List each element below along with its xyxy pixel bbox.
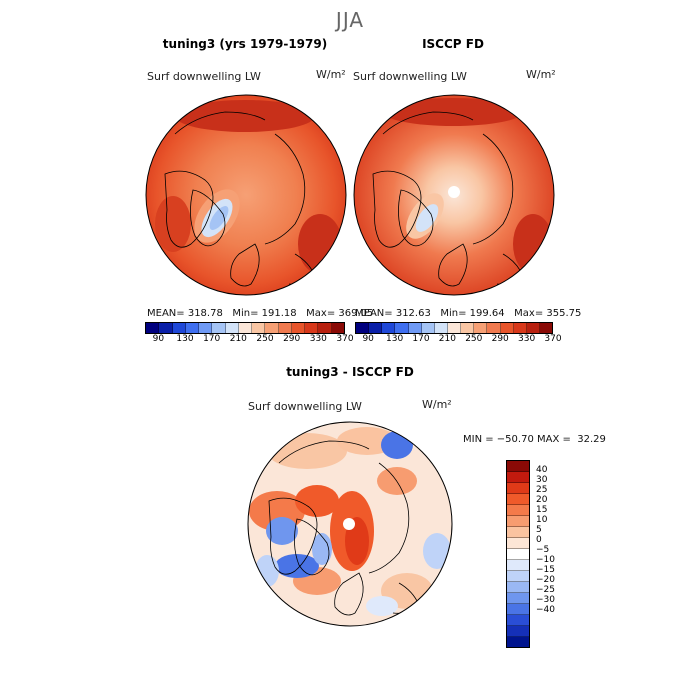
colorbar-swatch <box>507 615 529 626</box>
colorbar-tick-label: 290 <box>491 334 509 344</box>
colorbar-swatch <box>305 323 319 333</box>
colorbar-tick-label: 15 <box>536 505 548 515</box>
colorbar-tick-label: 370 <box>336 334 354 344</box>
diff-polar-map <box>247 421 453 627</box>
diff-stats: MIN = −50.70 MAX = 32.29 <box>463 434 606 445</box>
colorbar-tick-label: 210 <box>438 334 456 344</box>
colorbar-swatch <box>265 323 279 333</box>
colorbar-swatch <box>447 323 462 333</box>
colorbar-tick-label: 0 <box>536 535 542 545</box>
colorbar-swatch <box>507 461 529 472</box>
colorbar-swatch <box>356 323 370 333</box>
model-panel-title: tuning3 (yrs 1979-1979) <box>162 37 328 51</box>
obs-colorbar: 90 130 170 210 250 290 330 370 <box>355 322 562 346</box>
colorbar-tick-label: 330 <box>518 334 536 344</box>
colorbar-swatch <box>513 323 527 333</box>
colorbar-swatch <box>291 323 306 333</box>
colorbar-tick-label: 130 <box>386 334 404 344</box>
colorbar-swatch <box>539 323 553 333</box>
colorbar-swatch <box>507 637 529 647</box>
obs-stats: MEAN= 312.63 Min= 199.64 Max= 355.75 <box>355 308 582 319</box>
model-units-label: W/m² <box>316 68 346 81</box>
colorbar-tick-label: −20 <box>536 575 555 585</box>
colorbar-tick-label: −10 <box>536 555 555 565</box>
colorbar-swatch <box>507 483 529 494</box>
colorbar-swatch <box>421 323 435 333</box>
model-polar-map <box>145 94 347 296</box>
colorbar-tick-label: 130 <box>176 334 194 344</box>
diff-units-label: W/m² <box>422 398 452 411</box>
colorbar-swatch <box>159 323 173 333</box>
colorbar-swatch <box>212 323 226 333</box>
model-colorbar: 90 130 170 210 250 290 330 370 <box>145 322 354 346</box>
colorbar-swatch <box>395 323 409 333</box>
colorbar-swatch <box>507 494 529 505</box>
colorbar-tick-label: −15 <box>536 565 555 575</box>
colorbar-swatch <box>369 323 383 333</box>
colorbar-tick-label: 170 <box>412 334 430 344</box>
diff-variable-label: Surf downwelling LW <box>248 400 362 413</box>
obs-panel-title: ISCCP FD <box>422 37 484 51</box>
colorbar-swatch <box>507 472 529 483</box>
colorbar-swatch <box>507 626 529 637</box>
colorbar-swatch <box>507 560 529 571</box>
colorbar-tick-label: 370 <box>544 334 562 344</box>
colorbar-swatch <box>331 323 344 333</box>
colorbar-swatch <box>434 323 448 333</box>
colorbar-tick-label: 25 <box>536 485 548 495</box>
colorbar-tick-label: −25 <box>536 585 555 595</box>
colorbar-swatch <box>507 571 529 582</box>
colorbar-swatch <box>278 323 292 333</box>
colorbar-swatch <box>238 323 253 333</box>
colorbar-tick-label: −30 <box>536 595 555 605</box>
colorbar-tick-label: −5 <box>536 545 550 555</box>
obs-polar-map <box>353 94 555 296</box>
colorbar-tick-label: 5 <box>536 525 542 535</box>
colorbar-tick-label: 170 <box>203 334 221 344</box>
colorbar-swatch <box>199 323 213 333</box>
diff-colorbar <box>506 460 530 648</box>
colorbar-swatch <box>318 323 332 333</box>
colorbar-swatch <box>146 323 160 333</box>
colorbar-tick-label: 40 <box>536 465 548 475</box>
colorbar-tick-label: 20 <box>536 495 548 505</box>
colorbar-tick-label: 90 <box>152 334 165 344</box>
colorbar-swatch <box>252 323 266 333</box>
colorbar-swatch <box>507 593 529 604</box>
obs-variable-label: Surf downwelling LW <box>353 70 467 83</box>
colorbar-swatch <box>474 323 488 333</box>
colorbar-swatch <box>507 538 529 549</box>
colorbar-tick-label: 10 <box>536 515 548 525</box>
colorbar-tick-label: 330 <box>309 334 327 344</box>
colorbar-swatch <box>461 323 475 333</box>
colorbar-tick-label: 90 <box>362 334 374 344</box>
colorbar-swatch <box>507 527 529 538</box>
colorbar-swatch <box>507 516 529 527</box>
colorbar-swatch <box>507 604 529 615</box>
colorbar-swatch <box>500 323 514 333</box>
model-stats: MEAN= 318.78 Min= 191.18 Max= 369.05 <box>147 308 374 319</box>
obs-units-label: W/m² <box>526 68 556 81</box>
colorbar-swatch <box>382 323 396 333</box>
colorbar-tick-label: 30 <box>536 475 548 485</box>
colorbar-swatch <box>185 323 200 333</box>
season-title: JJA <box>335 8 365 32</box>
colorbar-swatch <box>408 323 422 333</box>
model-variable-label: Surf downwelling LW <box>147 70 261 83</box>
colorbar-tick-label: 290 <box>283 334 301 344</box>
colorbar-swatch <box>507 505 529 516</box>
colorbar-tick-label: 250 <box>465 334 483 344</box>
colorbar-tick-label: −40 <box>536 605 555 615</box>
colorbar-tick-label: 210 <box>229 334 247 344</box>
colorbar-swatch <box>172 323 186 333</box>
colorbar-swatch <box>487 323 501 333</box>
colorbar-swatch <box>507 549 529 560</box>
colorbar-tick-label: 250 <box>256 334 274 344</box>
colorbar-swatch <box>225 323 239 333</box>
diff-colorbar-labels: 40 30 25 20 15 10 5 0 −5 −10 −15 −20 −25 −30 −40 <box>536 460 576 624</box>
diff-panel-title: tuning3 - ISCCP FD <box>286 365 414 379</box>
colorbar-swatch <box>507 582 529 593</box>
colorbar-swatch <box>526 323 540 333</box>
